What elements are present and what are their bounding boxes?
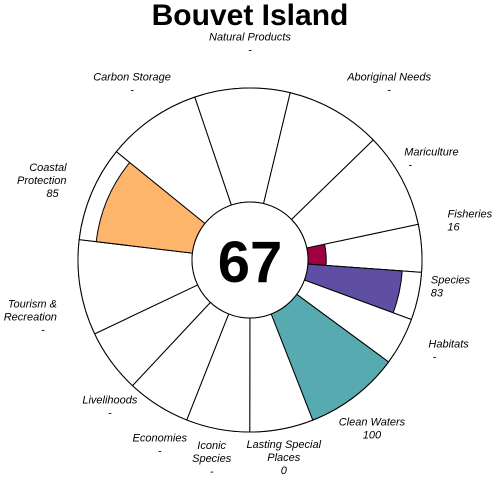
value-fisheries: 16 bbox=[447, 222, 460, 234]
value-natural-products: - bbox=[248, 44, 252, 56]
value-carbon-storage: - bbox=[130, 85, 134, 97]
label-habitats: Habitats bbox=[428, 338, 469, 350]
value-habitats: - bbox=[433, 351, 437, 363]
label-livelihoods: Livelihoods bbox=[82, 395, 138, 407]
value-economies: - bbox=[158, 446, 162, 458]
value-coastal-protection: 85 bbox=[46, 188, 59, 200]
label-coastal-protection: Protection bbox=[17, 175, 67, 187]
label-iconic-species: Iconic bbox=[197, 440, 226, 452]
chart-title: Bouvet Island bbox=[152, 0, 349, 32]
label-aboriginal-needs: Aboriginal Needs bbox=[346, 72, 431, 84]
value-mariculture: - bbox=[408, 159, 412, 171]
value-species: 83 bbox=[431, 287, 444, 299]
value-tourism-recreation: - bbox=[41, 325, 45, 337]
label-mariculture: Mariculture bbox=[404, 146, 458, 158]
value-aboriginal-needs: - bbox=[387, 85, 391, 97]
label-lasting-special-places: Lasting Special bbox=[246, 439, 321, 451]
label-coastal-protection: Coastal bbox=[29, 162, 67, 174]
value-livelihoods: - bbox=[108, 408, 112, 420]
label-lasting-special-places: Places bbox=[267, 452, 301, 464]
center-score: 67 bbox=[218, 230, 283, 295]
center-circle bbox=[191, 201, 309, 319]
value-clean-waters: 100 bbox=[363, 429, 382, 441]
label-tourism-recreation: Tourism & bbox=[8, 299, 57, 311]
label-tourism-recreation: Recreation bbox=[4, 312, 57, 324]
label-carbon-storage: Carbon Storage bbox=[93, 72, 171, 84]
label-natural-products: Natural Products bbox=[209, 31, 291, 43]
label-economies: Economies bbox=[133, 433, 188, 445]
label-clean-waters: Clean Waters bbox=[339, 416, 406, 428]
label-iconic-species: Species bbox=[192, 453, 232, 465]
value-lasting-special-places: 0 bbox=[281, 465, 288, 477]
value-iconic-species: - bbox=[210, 466, 214, 478]
petal-group bbox=[77, 87, 423, 433]
label-species: Species bbox=[431, 274, 471, 286]
label-fisheries: Fisheries bbox=[448, 209, 493, 221]
